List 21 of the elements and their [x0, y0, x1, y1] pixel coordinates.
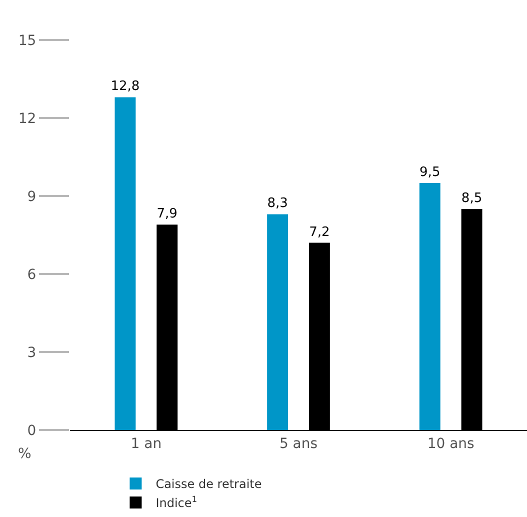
- data-label: 8,3: [267, 196, 288, 212]
- y-axis-title: %: [18, 446, 32, 462]
- y-tick-label: 3: [27, 344, 36, 361]
- legend-label: Indice$^{1}$: [156, 494, 198, 510]
- data-label: 9,5: [420, 165, 440, 180]
- x-tick-label: 5 ans: [279, 436, 318, 452]
- y-tick-label: 9: [27, 188, 36, 205]
- bar: [267, 214, 288, 430]
- data-label: 12,8: [110, 79, 140, 94]
- y-tick-label: 0: [27, 422, 36, 439]
- bar: [419, 183, 440, 430]
- legend-label: Caisse de retraite: [156, 477, 262, 492]
- y-tick-label: 6: [27, 266, 36, 283]
- data-label: 7,2: [309, 224, 330, 240]
- data-label: 7,9: [156, 206, 178, 222]
- y-tick-label: 12: [18, 110, 36, 127]
- x-tick-label: 10 ans: [427, 436, 474, 452]
- bar: [114, 97, 136, 430]
- x-tick-label: 1 an: [130, 436, 162, 452]
- data-label: 8,5: [461, 191, 482, 206]
- y-tick-label: 15: [18, 32, 36, 49]
